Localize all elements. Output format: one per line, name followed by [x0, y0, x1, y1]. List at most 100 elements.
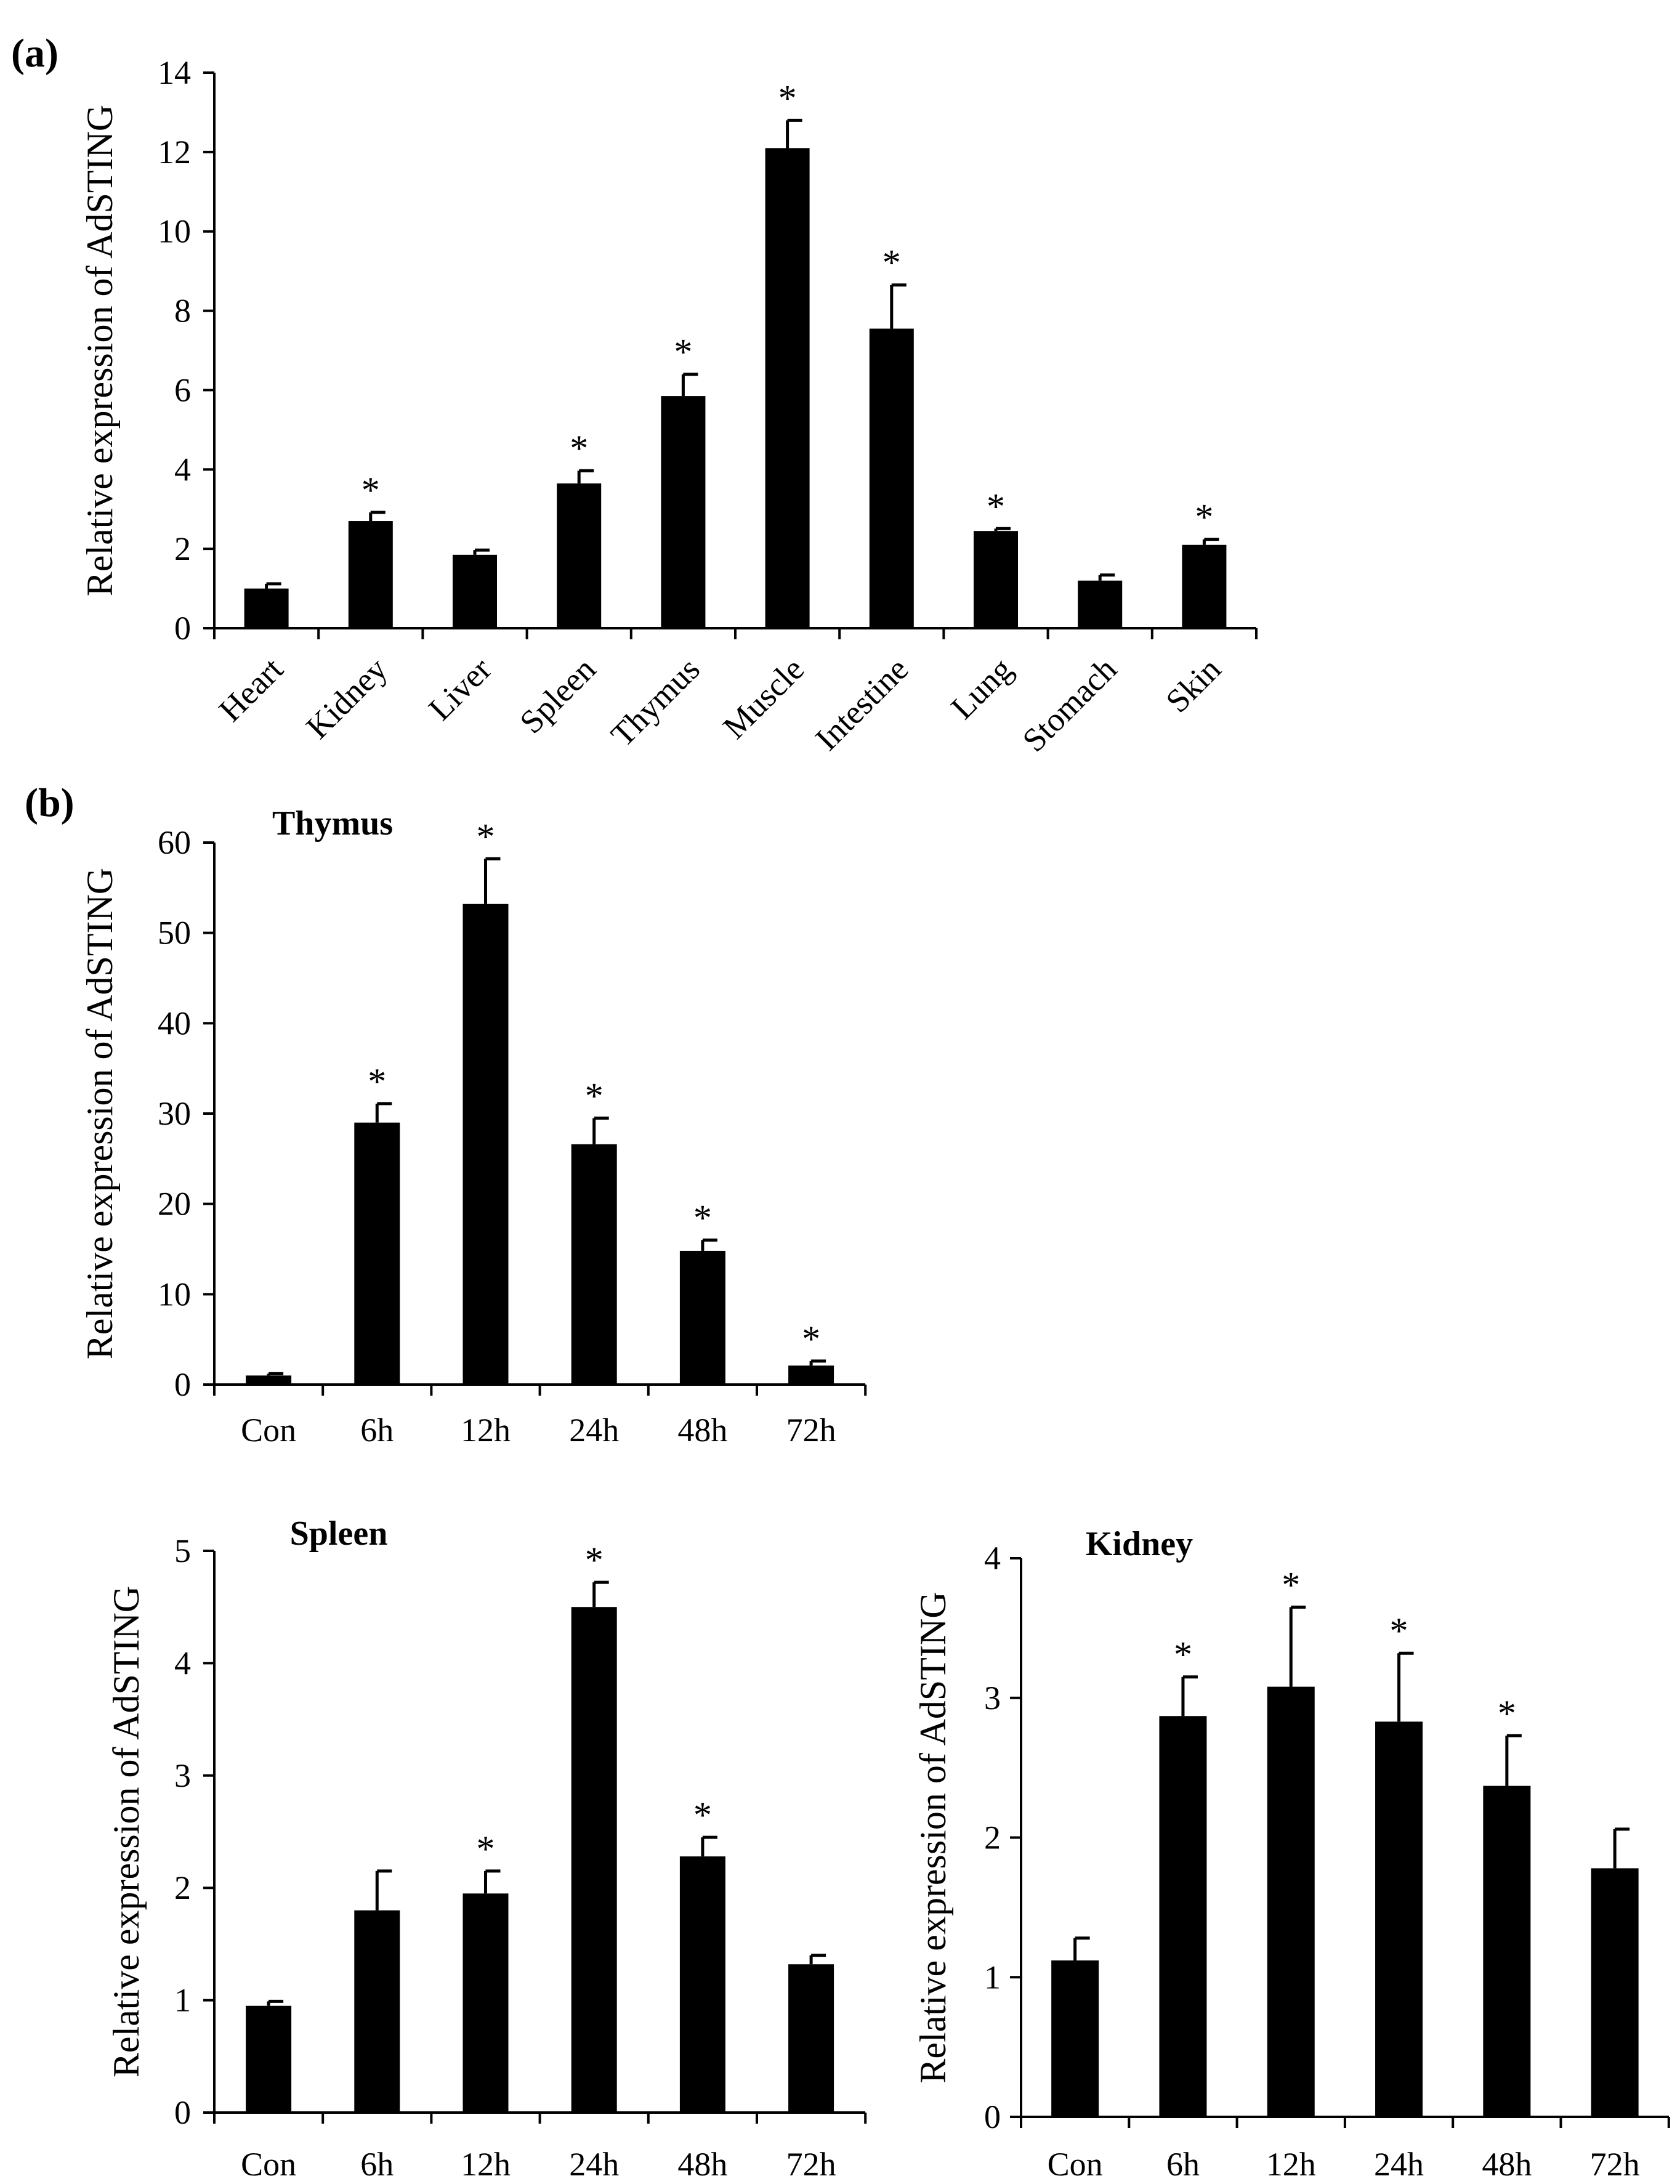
significance-star: *	[674, 332, 692, 373]
bar	[679, 1856, 725, 2113]
bar	[1375, 1721, 1423, 2117]
y-tick-label: 1	[984, 1959, 1001, 1996]
y-tick-label: 20	[158, 1186, 191, 1223]
chart-title: Thymus	[272, 804, 393, 843]
y-tick-label: 3	[984, 1680, 1001, 1717]
y-tick-label: 5	[174, 1532, 191, 1569]
bar	[1159, 1716, 1207, 2117]
y-tick-label: 14	[158, 54, 191, 91]
category-label: Kidney	[299, 650, 394, 746]
bar	[571, 1607, 617, 2113]
y-tick-label: 8	[174, 293, 191, 330]
category-label: 48h	[1482, 2146, 1532, 2181]
bar	[788, 1365, 834, 1385]
significance-star: *	[693, 1197, 712, 1238]
chart-kidney: 0 1 2 3 4 Con * 6h * 12h * 24h * 48h 72h Relative expre…	[913, 1525, 1670, 2183]
category-label: 24h	[1374, 2146, 1424, 2181]
chart-title: Spleen	[290, 1515, 388, 1553]
y-tick-label: 30	[158, 1095, 191, 1132]
y-tick-label: 40	[158, 1005, 191, 1041]
y-axis-title: Relative expression of AdSTING	[913, 1591, 953, 2083]
bar	[869, 328, 914, 628]
y-tick-label: 4	[984, 1540, 1001, 1577]
bar	[1182, 544, 1227, 628]
bar	[1051, 1960, 1099, 2117]
significance-star: *	[570, 428, 588, 469]
y-tick-label: 6	[174, 371, 191, 408]
y-tick-label: 10	[158, 213, 191, 250]
bar	[571, 1144, 617, 1385]
bar	[348, 521, 393, 628]
y-tick-label: 1	[174, 1982, 191, 2019]
category-label: Thymus	[604, 650, 707, 754]
y-tick-label: 0	[174, 610, 191, 647]
category-label: 48h	[677, 2146, 727, 2181]
y-tick-label: 0	[174, 1366, 191, 1403]
y-tick-label: 60	[158, 824, 191, 861]
category-label: 48h	[677, 1412, 727, 1449]
y-axis-title: Relative expression of AdSTING	[79, 105, 120, 596]
chart-tissues: 0 2 4 6 8 10 12 14 Heart * Kidney Liver * Spleen * Thym…	[79, 54, 1258, 759]
category-label: Intestine	[808, 650, 915, 758]
significance-star: *	[585, 1075, 604, 1116]
y-tick-label: 2	[174, 530, 191, 567]
y-tick-label: 10	[158, 1276, 191, 1312]
chart-title: Kidney	[1086, 1525, 1193, 1563]
bar	[679, 1250, 725, 1385]
significance-star: *	[1390, 1611, 1408, 1651]
bar	[246, 1375, 292, 1385]
category-label: 12h	[461, 2146, 511, 2181]
category-label: Heart	[212, 650, 290, 729]
category-label: 72h	[786, 1412, 836, 1449]
bar	[1483, 1786, 1531, 2117]
category-label: Lung	[943, 650, 1019, 726]
category-label: Spleen	[512, 650, 602, 740]
category-label: Skin	[1158, 650, 1227, 719]
significance-star: *	[1282, 1564, 1300, 1605]
bar	[661, 396, 706, 628]
significance-star: *	[693, 1795, 712, 1835]
bar	[354, 1910, 400, 2113]
bar	[557, 483, 602, 628]
category-label: 12h	[461, 1412, 511, 1449]
significance-star: *	[368, 1061, 386, 1102]
chart-thymus: 0 10 20 30 40 50 60 Con * 6h * 12h * 24h * 48h * 72h Relat…	[79, 804, 867, 1449]
significance-star: *	[802, 1319, 820, 1359]
bar	[354, 1122, 400, 1385]
bar	[1267, 1686, 1315, 2117]
category-label: 6h	[360, 1412, 394, 1449]
category-label: 6h	[360, 2146, 394, 2181]
y-tick-label: 0	[984, 2098, 1001, 2135]
significance-star: *	[1195, 497, 1213, 538]
y-tick-label: 50	[158, 915, 191, 952]
bar	[1591, 1868, 1639, 2117]
category-label: Con	[241, 1412, 296, 1449]
y-axis-title: Relative expression of AdSTING	[106, 1586, 147, 2077]
significance-star: *	[585, 1540, 604, 1580]
chart-spleen: 0 1 2 3 4 5 Con 6h * 12h * 24h * 48h 72h Relative expre…	[106, 1515, 867, 2183]
category-label: Con	[241, 2146, 296, 2181]
significance-star: *	[778, 78, 797, 118]
y-tick-label: 0	[174, 2094, 191, 2131]
category-label: Con	[1048, 2146, 1103, 2181]
category-label: Stomach	[1016, 650, 1124, 759]
y-tick-label: 3	[174, 1757, 191, 1794]
category-label: 72h	[1590, 2146, 1640, 2181]
bar	[788, 1964, 834, 2113]
category-label: 24h	[569, 1412, 619, 1449]
panel-label-b: (b)	[25, 780, 75, 825]
bar	[765, 148, 810, 628]
panel-label-a: (a)	[11, 31, 59, 76]
significance-star: *	[987, 486, 1005, 527]
category-label: Liver	[421, 650, 498, 727]
significance-star: *	[1498, 1693, 1516, 1734]
y-tick-label: 4	[174, 451, 191, 488]
bar	[244, 588, 289, 628]
bar	[974, 531, 1018, 628]
y-axis-title: Relative expression of AdSTING	[79, 868, 120, 1359]
y-tick-label: 2	[174, 1869, 191, 1906]
significance-star: *	[882, 243, 901, 283]
significance-star: *	[477, 816, 495, 857]
